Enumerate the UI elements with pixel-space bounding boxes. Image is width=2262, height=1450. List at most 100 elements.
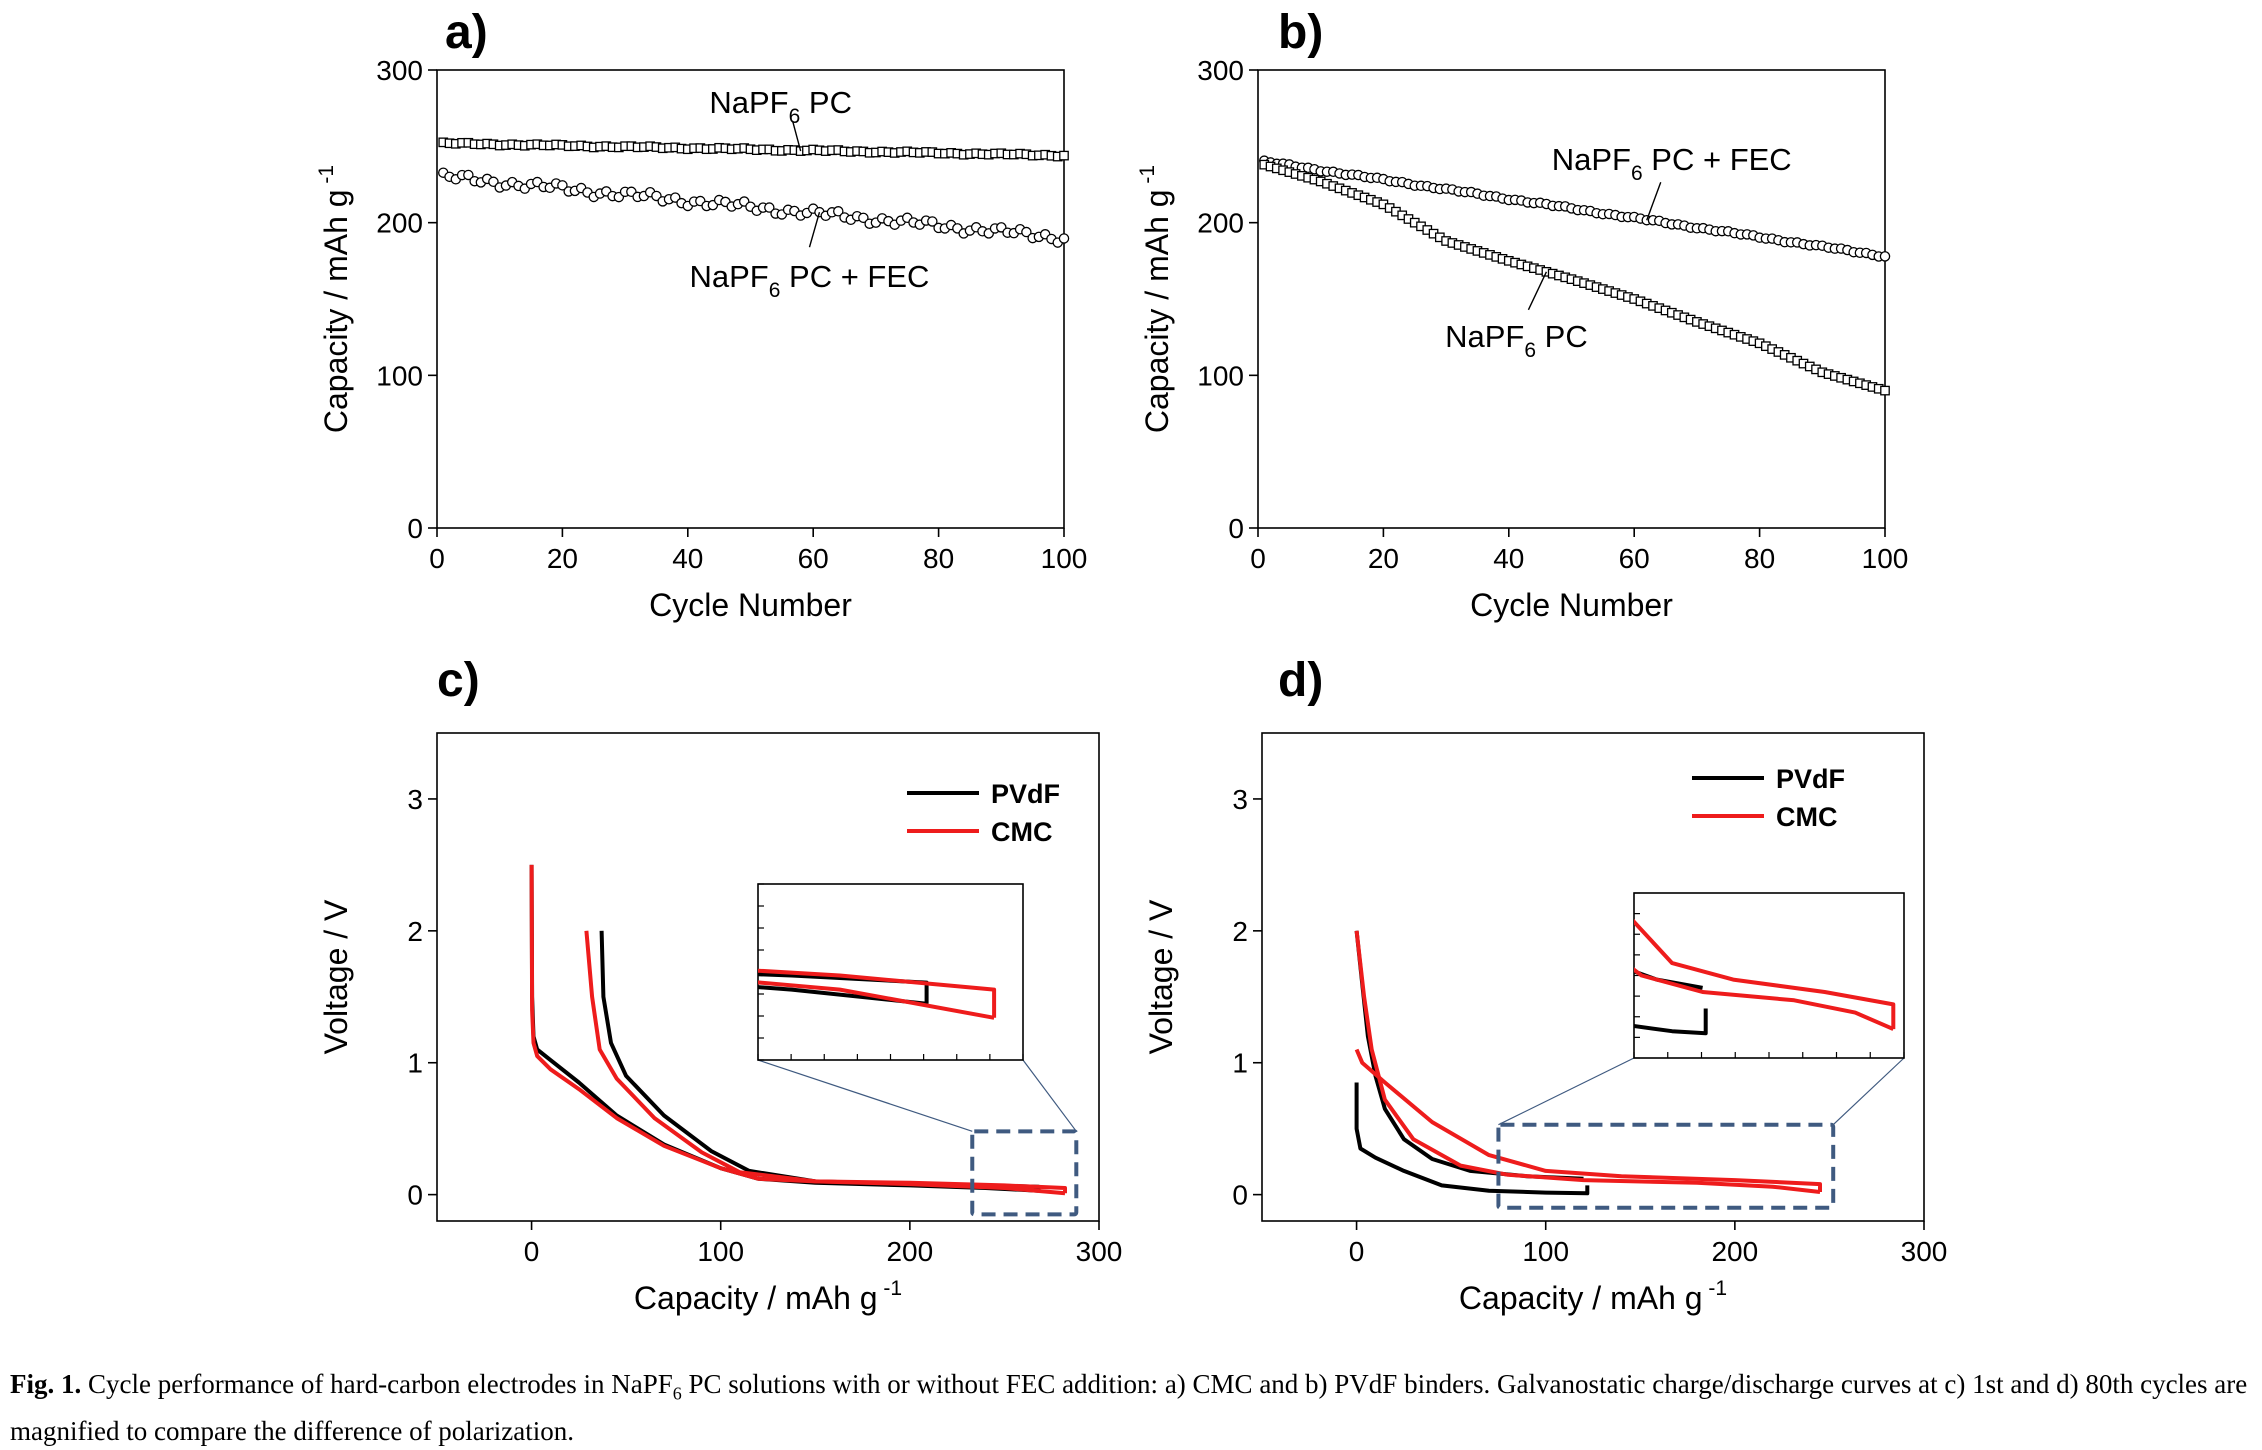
zoom-box bbox=[970, 1129, 1079, 1217]
y-tick-label: 3 bbox=[407, 784, 423, 815]
series-line-3 bbox=[1354, 930, 1821, 1194]
zoom-connector bbox=[1498, 1057, 1635, 1126]
annotation-subscript: 6 bbox=[1631, 162, 1643, 185]
annotation-rest: PC + FEC bbox=[1643, 142, 1792, 177]
panel-label: b) bbox=[1278, 6, 1323, 59]
zoom-box bbox=[1496, 1122, 1836, 1210]
y-tick-label: 0 bbox=[1232, 1180, 1248, 1211]
legend-label: PVdF bbox=[991, 779, 1060, 809]
series-line-4 bbox=[1354, 1048, 1822, 1192]
series-2 bbox=[1259, 159, 1890, 396]
panel-c: 0 100 200 300 0 1 2 3 Capacity / mAh g -1 Voltage… bbox=[318, 654, 1123, 1316]
x-tick-label: 100 bbox=[697, 1236, 744, 1267]
series-line-4 bbox=[1634, 918, 1896, 1030]
annotation-leader bbox=[1527, 271, 1548, 311]
annotation-subscript: 6 bbox=[769, 279, 781, 302]
x-tick-label: 0 bbox=[429, 543, 445, 574]
plot-frame bbox=[436, 732, 1100, 1222]
plot-frame bbox=[1261, 732, 1925, 1222]
y-axis-title: Capacity / mAh g -1 bbox=[1136, 165, 1175, 433]
x-tick-label: 0 bbox=[1250, 543, 1266, 574]
series-line-2 bbox=[1354, 1082, 1590, 1196]
x-tick-label: 60 bbox=[798, 543, 829, 574]
y-axis-title-sup: -1 bbox=[315, 165, 338, 190]
x-tick-label: 200 bbox=[1711, 1236, 1758, 1267]
x-tick-label: 20 bbox=[547, 543, 578, 574]
y-tick-label: 300 bbox=[376, 55, 423, 86]
x-tick-label: 200 bbox=[886, 1236, 933, 1267]
y-axis-title: Voltage / V bbox=[1143, 899, 1179, 1054]
annotation-leader bbox=[791, 120, 802, 152]
legend-label: CMC bbox=[991, 817, 1053, 847]
series-1 bbox=[1259, 155, 1891, 262]
zoom-connector bbox=[757, 1059, 973, 1132]
series-line-4 bbox=[584, 930, 1067, 1194]
series-annotation: NaPF6 PC bbox=[709, 85, 852, 128]
series-annotation: NaPF6 PC + FEC bbox=[1552, 142, 1792, 185]
data-point bbox=[764, 202, 775, 213]
series-2 bbox=[438, 167, 1070, 248]
y-tick-label: 200 bbox=[376, 208, 423, 239]
series-line-1 bbox=[1354, 930, 1584, 1181]
data-point bbox=[833, 206, 844, 217]
data-point bbox=[858, 212, 869, 224]
y-tick-label: 200 bbox=[1197, 208, 1244, 239]
data-point bbox=[1880, 385, 1890, 396]
panel-label: d) bbox=[1278, 654, 1323, 707]
x-tick-label: 80 bbox=[1744, 543, 1775, 574]
panel-a: 0 20 40 60 80 100 0 100 200 300 Cycle Number Capaci… bbox=[315, 6, 1087, 623]
y-tick-label: 1 bbox=[1232, 1048, 1248, 1079]
panel-label: c) bbox=[437, 654, 480, 707]
plot-frame bbox=[436, 69, 1065, 529]
x-tick-label: 80 bbox=[923, 543, 954, 574]
caption-text-1: Cycle performance of hard-carbon electro… bbox=[81, 1369, 673, 1399]
caption-text-2: PC solutions with or without FEC additio… bbox=[10, 1369, 2248, 1447]
caption-subscript: 6 bbox=[672, 1383, 682, 1404]
y-tick-label: 0 bbox=[1228, 513, 1244, 544]
x-tick-label: 0 bbox=[1349, 1236, 1365, 1267]
x-tick-label: 100 bbox=[1041, 543, 1088, 574]
panel-label: a) bbox=[445, 6, 488, 59]
annotation-rest: PC bbox=[800, 85, 852, 120]
x-axis-title-sup: -1 bbox=[878, 1277, 903, 1300]
y-axis-title: Capacity / mAh g -1 bbox=[315, 165, 354, 433]
series-line-3 bbox=[1634, 967, 1895, 1031]
series-line-2 bbox=[758, 972, 929, 1004]
x-tick-label: 100 bbox=[1522, 1236, 1569, 1267]
data-point bbox=[557, 180, 568, 191]
series-line-2 bbox=[1634, 1008, 1708, 1036]
x-tick-label: 40 bbox=[672, 543, 703, 574]
x-tick-label: 300 bbox=[1076, 1236, 1123, 1267]
annotation-rest: PC bbox=[1536, 319, 1588, 354]
x-axis-title: Capacity / mAh g -1 bbox=[634, 1277, 902, 1316]
x-tick-label: 100 bbox=[1862, 543, 1909, 574]
caption-label: Fig. 1. bbox=[10, 1369, 82, 1399]
data-point bbox=[1059, 150, 1069, 161]
data-point bbox=[463, 169, 474, 181]
annotation-subscript: 6 bbox=[789, 105, 801, 128]
annotation-rest: PC + FEC bbox=[780, 259, 929, 294]
data-point bbox=[927, 216, 938, 227]
x-tick-label: 40 bbox=[1493, 543, 1524, 574]
data-point bbox=[1058, 233, 1070, 244]
y-tick-label: 3 bbox=[1232, 784, 1248, 815]
data-point bbox=[1021, 226, 1032, 238]
y-tick-label: 0 bbox=[407, 513, 423, 544]
series-annotation: NaPF6 PC bbox=[1445, 319, 1588, 362]
zoom-connector bbox=[1022, 1059, 1077, 1132]
series-1 bbox=[438, 137, 1069, 162]
x-axis-title-sup: -1 bbox=[1703, 1277, 1728, 1300]
y-tick-label: 2 bbox=[1232, 916, 1248, 947]
y-axis-title: Voltage / V bbox=[318, 899, 354, 1054]
y-tick-label: 100 bbox=[376, 360, 423, 391]
x-tick-label: 20 bbox=[1368, 543, 1399, 574]
x-axis-title: Cycle Number bbox=[1470, 587, 1673, 623]
data-point bbox=[1879, 251, 1891, 262]
zoom-connector bbox=[1832, 1057, 1905, 1126]
x-axis-title: Cycle Number bbox=[649, 587, 852, 623]
annotation-leader bbox=[808, 211, 821, 248]
x-tick-label: 0 bbox=[524, 1236, 540, 1267]
plot-frame bbox=[1257, 69, 1886, 529]
x-axis-title: Capacity / mAh g -1 bbox=[1459, 1277, 1727, 1316]
y-tick-label: 2 bbox=[407, 916, 423, 947]
